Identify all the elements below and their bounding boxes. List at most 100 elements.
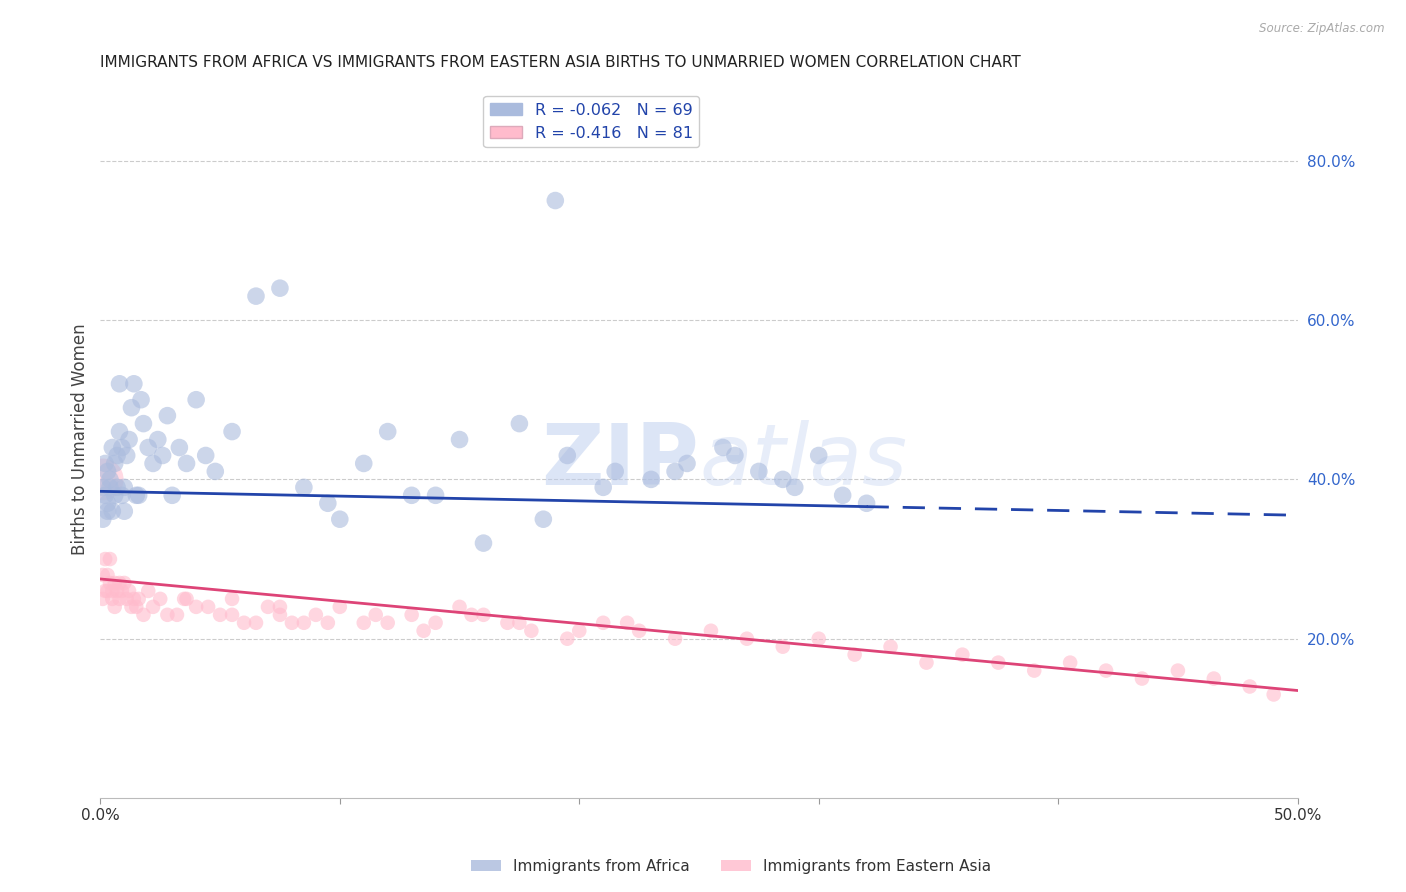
Point [676, 457, 699, 471]
Point [1024, 664, 1046, 678]
Point [152, 449, 174, 463]
Point [257, 599, 280, 614]
Point [472, 536, 495, 550]
Point [353, 615, 375, 630]
Point [166, 607, 188, 622]
Point [176, 457, 198, 471]
Point [425, 488, 447, 502]
Point [831, 488, 853, 502]
Point [104, 599, 127, 614]
Point [125, 599, 148, 614]
Point [592, 615, 614, 630]
Point [292, 480, 315, 494]
Text: Source: ZipAtlas.com: Source: ZipAtlas.com [1260, 22, 1385, 36]
Point [508, 615, 530, 630]
Point [128, 488, 150, 502]
Point [568, 624, 591, 638]
Point [156, 607, 179, 622]
Point [735, 632, 758, 646]
Point [292, 615, 315, 630]
Point [112, 576, 135, 591]
Point [508, 417, 530, 431]
Point [329, 512, 352, 526]
Point [91, 568, 114, 582]
Point [98, 472, 121, 486]
Point [640, 472, 662, 486]
Point [132, 417, 155, 431]
Point [316, 496, 339, 510]
Point [772, 640, 794, 654]
Point [592, 480, 614, 494]
Point [142, 457, 165, 471]
Point [115, 591, 138, 606]
Point [122, 591, 145, 606]
Point [149, 591, 172, 606]
Point [616, 615, 638, 630]
Point [460, 607, 482, 622]
Point [520, 624, 543, 638]
Point [724, 449, 747, 463]
Point [783, 480, 806, 494]
Point [112, 480, 135, 494]
Point [96, 504, 118, 518]
Point [950, 648, 973, 662]
Point [197, 599, 219, 614]
Point [146, 433, 169, 447]
Point [176, 591, 198, 606]
Point [879, 640, 901, 654]
Point [91, 591, 114, 606]
Point [531, 512, 554, 526]
Point [169, 441, 191, 455]
Point [105, 449, 128, 463]
Point [1239, 680, 1261, 694]
Point [98, 552, 121, 566]
Point [269, 607, 291, 622]
Point [1263, 688, 1285, 702]
Point [184, 392, 207, 407]
Point [496, 615, 519, 630]
Point [305, 607, 328, 622]
Point [136, 583, 159, 598]
Point [605, 464, 627, 478]
Point [118, 433, 141, 447]
Point [160, 488, 183, 502]
Point [91, 480, 114, 494]
Point [96, 583, 118, 598]
Point [807, 632, 830, 646]
Point [915, 656, 938, 670]
Point [108, 576, 131, 591]
Point [101, 583, 124, 598]
Text: ZIP: ZIP [541, 419, 699, 502]
Point [142, 599, 165, 614]
Point [128, 591, 150, 606]
Point [401, 488, 423, 502]
Point [104, 488, 127, 502]
Point [1095, 664, 1118, 678]
Legend: R = -0.062   N = 69, R = -0.416   N = 81: R = -0.062 N = 69, R = -0.416 N = 81 [484, 96, 699, 147]
Point [132, 607, 155, 622]
Point [221, 591, 243, 606]
Point [105, 480, 128, 494]
Point [94, 583, 117, 598]
Point [94, 488, 117, 502]
Text: atlas: atlas [699, 419, 907, 502]
Point [104, 457, 127, 471]
Point [96, 464, 118, 478]
Point [329, 599, 352, 614]
Point [156, 409, 179, 423]
Point [108, 376, 131, 391]
Point [194, 449, 217, 463]
Point [96, 568, 118, 582]
Point [118, 583, 141, 598]
Point [122, 376, 145, 391]
Point [1059, 656, 1081, 670]
Point [664, 464, 686, 478]
Point [115, 449, 138, 463]
Point [111, 583, 134, 598]
Point [472, 607, 495, 622]
Point [401, 607, 423, 622]
Point [449, 599, 471, 614]
Point [104, 576, 127, 591]
Point [111, 441, 134, 455]
Point [111, 488, 134, 502]
